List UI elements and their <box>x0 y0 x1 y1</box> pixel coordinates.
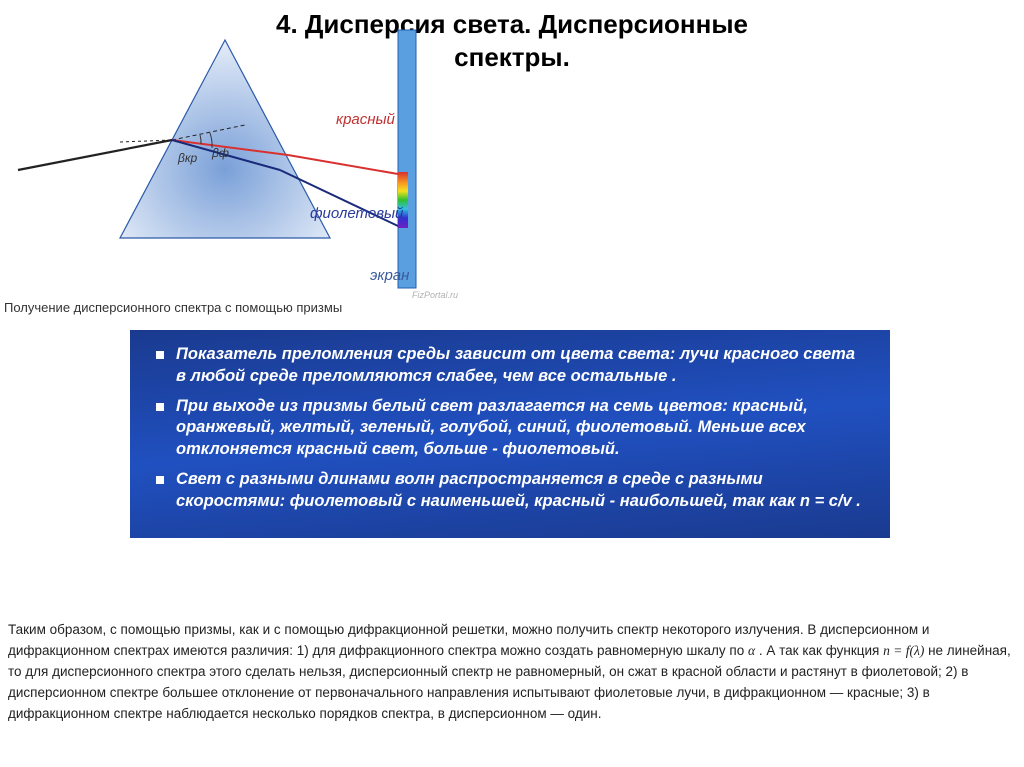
prism-caption: Получение дисперсионного спектра с помощ… <box>4 300 342 315</box>
beta-f-label: βф <box>211 146 229 160</box>
bullet-item: Свет с разными длинами волн распространя… <box>152 469 868 513</box>
bottom-part2: . А так как функция <box>759 643 883 658</box>
prism-svg: βкр βф красный фиолетовый экран FizPorta… <box>0 22 470 302</box>
prism-diagram: βкр βф красный фиолетовый экран FizPorta… <box>0 22 470 302</box>
beta-kr-label: βкр <box>177 151 198 165</box>
bullet-box: Показатель преломления среды зависит от … <box>130 330 890 538</box>
incident-ray <box>18 140 172 170</box>
bullet-list: Показатель преломления среды зависит от … <box>152 344 868 512</box>
alpha-symbol: α <box>748 643 755 658</box>
prism-triangle <box>120 40 330 238</box>
bottom-paragraph: Таким образом, с помощью призмы, как и с… <box>8 620 1016 725</box>
title-line-2: спектры. <box>454 42 570 72</box>
red-label: красный <box>336 111 396 128</box>
watermark: FizPortal.ru <box>412 290 458 300</box>
screen-label: экран <box>370 267 409 284</box>
screen-bar <box>398 30 416 288</box>
formula-n-f-lambda: n = f(λ) <box>883 643 924 658</box>
bullet-item: Показатель преломления среды зависит от … <box>152 344 868 388</box>
red-ray-outside <box>288 155 398 174</box>
bullet-item: При выходе из призмы белый свет разлагае… <box>152 396 868 461</box>
violet-label: фиолетовый <box>310 205 404 222</box>
